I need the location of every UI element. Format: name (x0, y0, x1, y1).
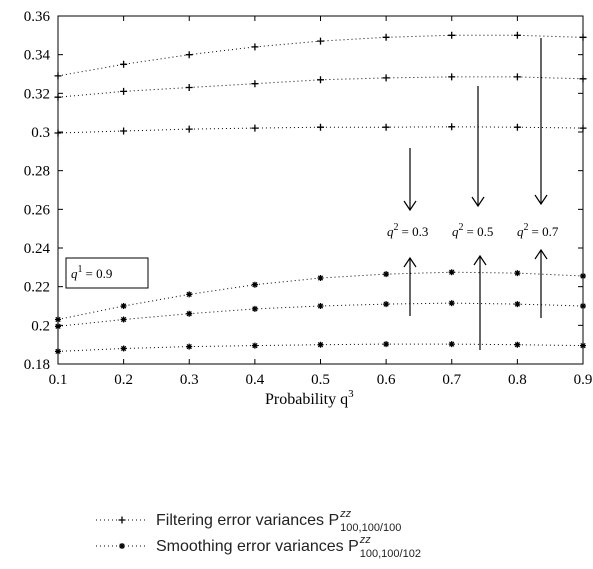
filtering-point (120, 127, 128, 135)
filtering-point (54, 72, 62, 80)
smoothing-point (120, 316, 127, 323)
q1-annotation: q1 = 0.9 (71, 264, 112, 281)
smoothing-point (448, 341, 455, 348)
smoothing-point (580, 303, 586, 309)
filtering-point (251, 124, 259, 132)
filtering-point (382, 74, 390, 82)
x-tick-label: 0.7 (442, 372, 461, 388)
x-tick-label: 0.3 (180, 372, 199, 388)
smoothing-point (251, 305, 258, 312)
smoothing-point (383, 301, 390, 308)
axis-ticks: 0.1 0.2 0.3 0.4 0.5 0.6 0.7 0.8 0.9 0.18 0.2 0.22 0.… (24, 9, 593, 388)
smoothing-point (317, 275, 324, 281)
arrow-down-q2-0.3-head (403, 200, 417, 212)
smoothing-point (120, 345, 127, 352)
x-tick-label: 0.1 (49, 372, 68, 388)
filtering-point (513, 31, 521, 39)
legend-label-smoothing: Smoothing error variances Pzz 100,100/102 (156, 534, 421, 560)
smoothing-point (580, 273, 586, 279)
arrow-up-q2-0.5-head (473, 254, 487, 266)
y-tick-label: 0.32 (24, 86, 50, 102)
arrow-down-q2-0.7-head (534, 194, 548, 206)
filtering-point (579, 33, 587, 41)
smoothing-point (514, 301, 521, 308)
filtering-point (579, 75, 587, 83)
smoothing-point (120, 303, 127, 309)
smoothing-point (317, 303, 324, 309)
smoothing-point (251, 342, 258, 349)
filtering-point (54, 129, 62, 137)
annotation-arrows (403, 38, 548, 350)
smoothing-point (383, 341, 390, 348)
filtering-point (185, 51, 193, 59)
smoothing-point (448, 300, 455, 307)
smoothing-point (317, 341, 324, 348)
filtering-point (251, 43, 259, 51)
y-tick-label: 0.36 (24, 9, 51, 25)
legend-label-filtering: Filtering error variances Pzz 100,100/100 (156, 508, 401, 534)
arrow-up-q2-0.7-head (534, 248, 548, 260)
x-tick-label: 0.9 (574, 372, 593, 388)
filtering-point (448, 123, 456, 131)
filtering-point (120, 60, 128, 68)
x-tick-label: 0.4 (246, 372, 265, 388)
smoothing-point (186, 291, 193, 298)
smoothing-point (514, 341, 521, 348)
x-tick-label: 0.5 (311, 372, 330, 388)
legend: Filtering error variances Pzz 100,100/100… (96, 508, 421, 560)
y-tick-label: 0.34 (24, 48, 51, 64)
filtering-point (185, 125, 193, 133)
smoothing-point (55, 316, 61, 323)
smoothing-point (514, 270, 521, 277)
x-tick-label: 0.2 (114, 372, 133, 388)
x-tick-label: 0.8 (508, 372, 527, 388)
filtering-point (120, 87, 128, 95)
legend-marker-smoothing (119, 543, 125, 549)
y-tick-label: 0.18 (24, 357, 50, 373)
smoothing-point (55, 348, 61, 355)
filtering-point (579, 124, 587, 132)
filtering-point (251, 80, 259, 88)
smoothing-point (251, 281, 258, 288)
series-markers (54, 31, 587, 355)
x-axis-title: Probability q3 (265, 388, 354, 408)
y-tick-label: 0.24 (24, 241, 51, 257)
q1-annotation-box (65, 257, 149, 289)
filtering-point (382, 123, 390, 131)
arrow-up-q2-0.3-head (403, 256, 417, 268)
filtering-point (448, 31, 456, 39)
smoothing-point (55, 323, 61, 330)
smoothing-point (383, 271, 390, 278)
q2-label-0.3: q2 = 0.3 (387, 222, 428, 239)
filtering-point (317, 123, 324, 131)
y-tick-label: 0.2 (31, 318, 50, 334)
smoothing-point (186, 343, 193, 350)
x-tick-label: 0.6 (377, 372, 396, 388)
arrow-down-q2-0.5-head (471, 196, 485, 208)
filtering-point (317, 37, 324, 45)
filtering-point (513, 123, 521, 131)
filtering-point (448, 73, 456, 81)
smoothing-point (448, 269, 455, 276)
y-tick-label: 0.28 (24, 164, 50, 180)
q2-label-0.5: q2 = 0.5 (452, 222, 493, 239)
filtering-point (54, 93, 62, 101)
smoothing-point (580, 342, 586, 349)
q2-label-0.7: q2 = 0.7 (517, 222, 559, 239)
filtering-point (317, 76, 324, 84)
smoothing-point (186, 310, 193, 317)
y-tick-label: 0.3 (31, 125, 50, 141)
plot-frame (57, 15, 584, 365)
filtering-point (513, 73, 521, 81)
y-tick-label: 0.22 (24, 280, 50, 296)
legend-marker-filtering (118, 516, 126, 524)
filtering-point (185, 84, 193, 91)
y-tick-label: 0.26 (24, 202, 51, 218)
filtering-point (382, 33, 390, 41)
